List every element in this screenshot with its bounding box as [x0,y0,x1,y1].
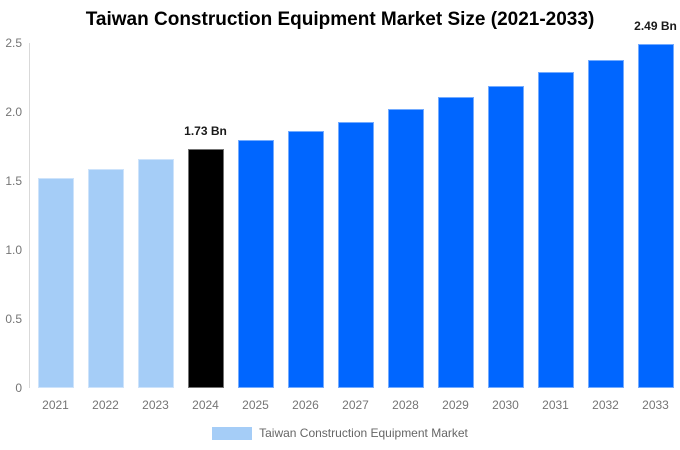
x-tick-label-2022: 2022 [92,398,119,412]
x-tick-label-2025: 2025 [242,398,269,412]
y-tick-label-0: 0 [15,381,22,395]
y-tick-label-1.5: 1.5 [5,174,22,188]
x-tick-label-2023: 2023 [142,398,169,412]
y-tick-label-2.0: 2.0 [5,105,22,119]
x-tick-label-2029: 2029 [442,398,469,412]
bar-2023 [137,158,174,388]
bar-2032 [587,59,624,388]
bar-2028 [387,109,424,388]
x-tick-label-2030: 2030 [492,398,519,412]
y-axis-line [29,43,30,388]
x-tick-label-2021: 2021 [42,398,69,412]
bar-2027 [337,121,374,388]
bar-2029 [437,96,474,388]
value-annotation-2033: 2.49 Bn [634,19,677,34]
bar-2026 [287,131,324,388]
x-tick-label-2033: 2033 [642,398,669,412]
x-tick-label-2032: 2032 [592,398,619,412]
x-tick-label-2031: 2031 [542,398,569,412]
x-tick-label-2026: 2026 [292,398,319,412]
legend-label: Taiwan Construction Equipment Market [259,425,468,440]
bar-2021 [37,178,74,388]
legend: Taiwan Construction Equipment Market [0,425,680,441]
bar-2030 [487,85,524,388]
chart-title: Taiwan Construction Equipment Market Siz… [85,9,595,30]
legend-swatch [212,426,253,440]
value-annotation-2024: 1.73 Bn [184,124,227,139]
bar-2022 [87,168,124,388]
bar-2033 [637,44,674,388]
y-tick-label-2.5: 2.5 [5,36,22,50]
x-tick-label-2024: 2024 [192,398,219,412]
y-tick-label-1.0: 1.0 [5,243,22,257]
y-tick-label-0.5: 0.5 [5,312,22,326]
bar-2031 [537,71,574,388]
x-tick-label-2028: 2028 [392,398,419,412]
bar-2025 [237,139,274,388]
x-tick-label-2027: 2027 [342,398,369,412]
bar-2024 [187,149,224,388]
